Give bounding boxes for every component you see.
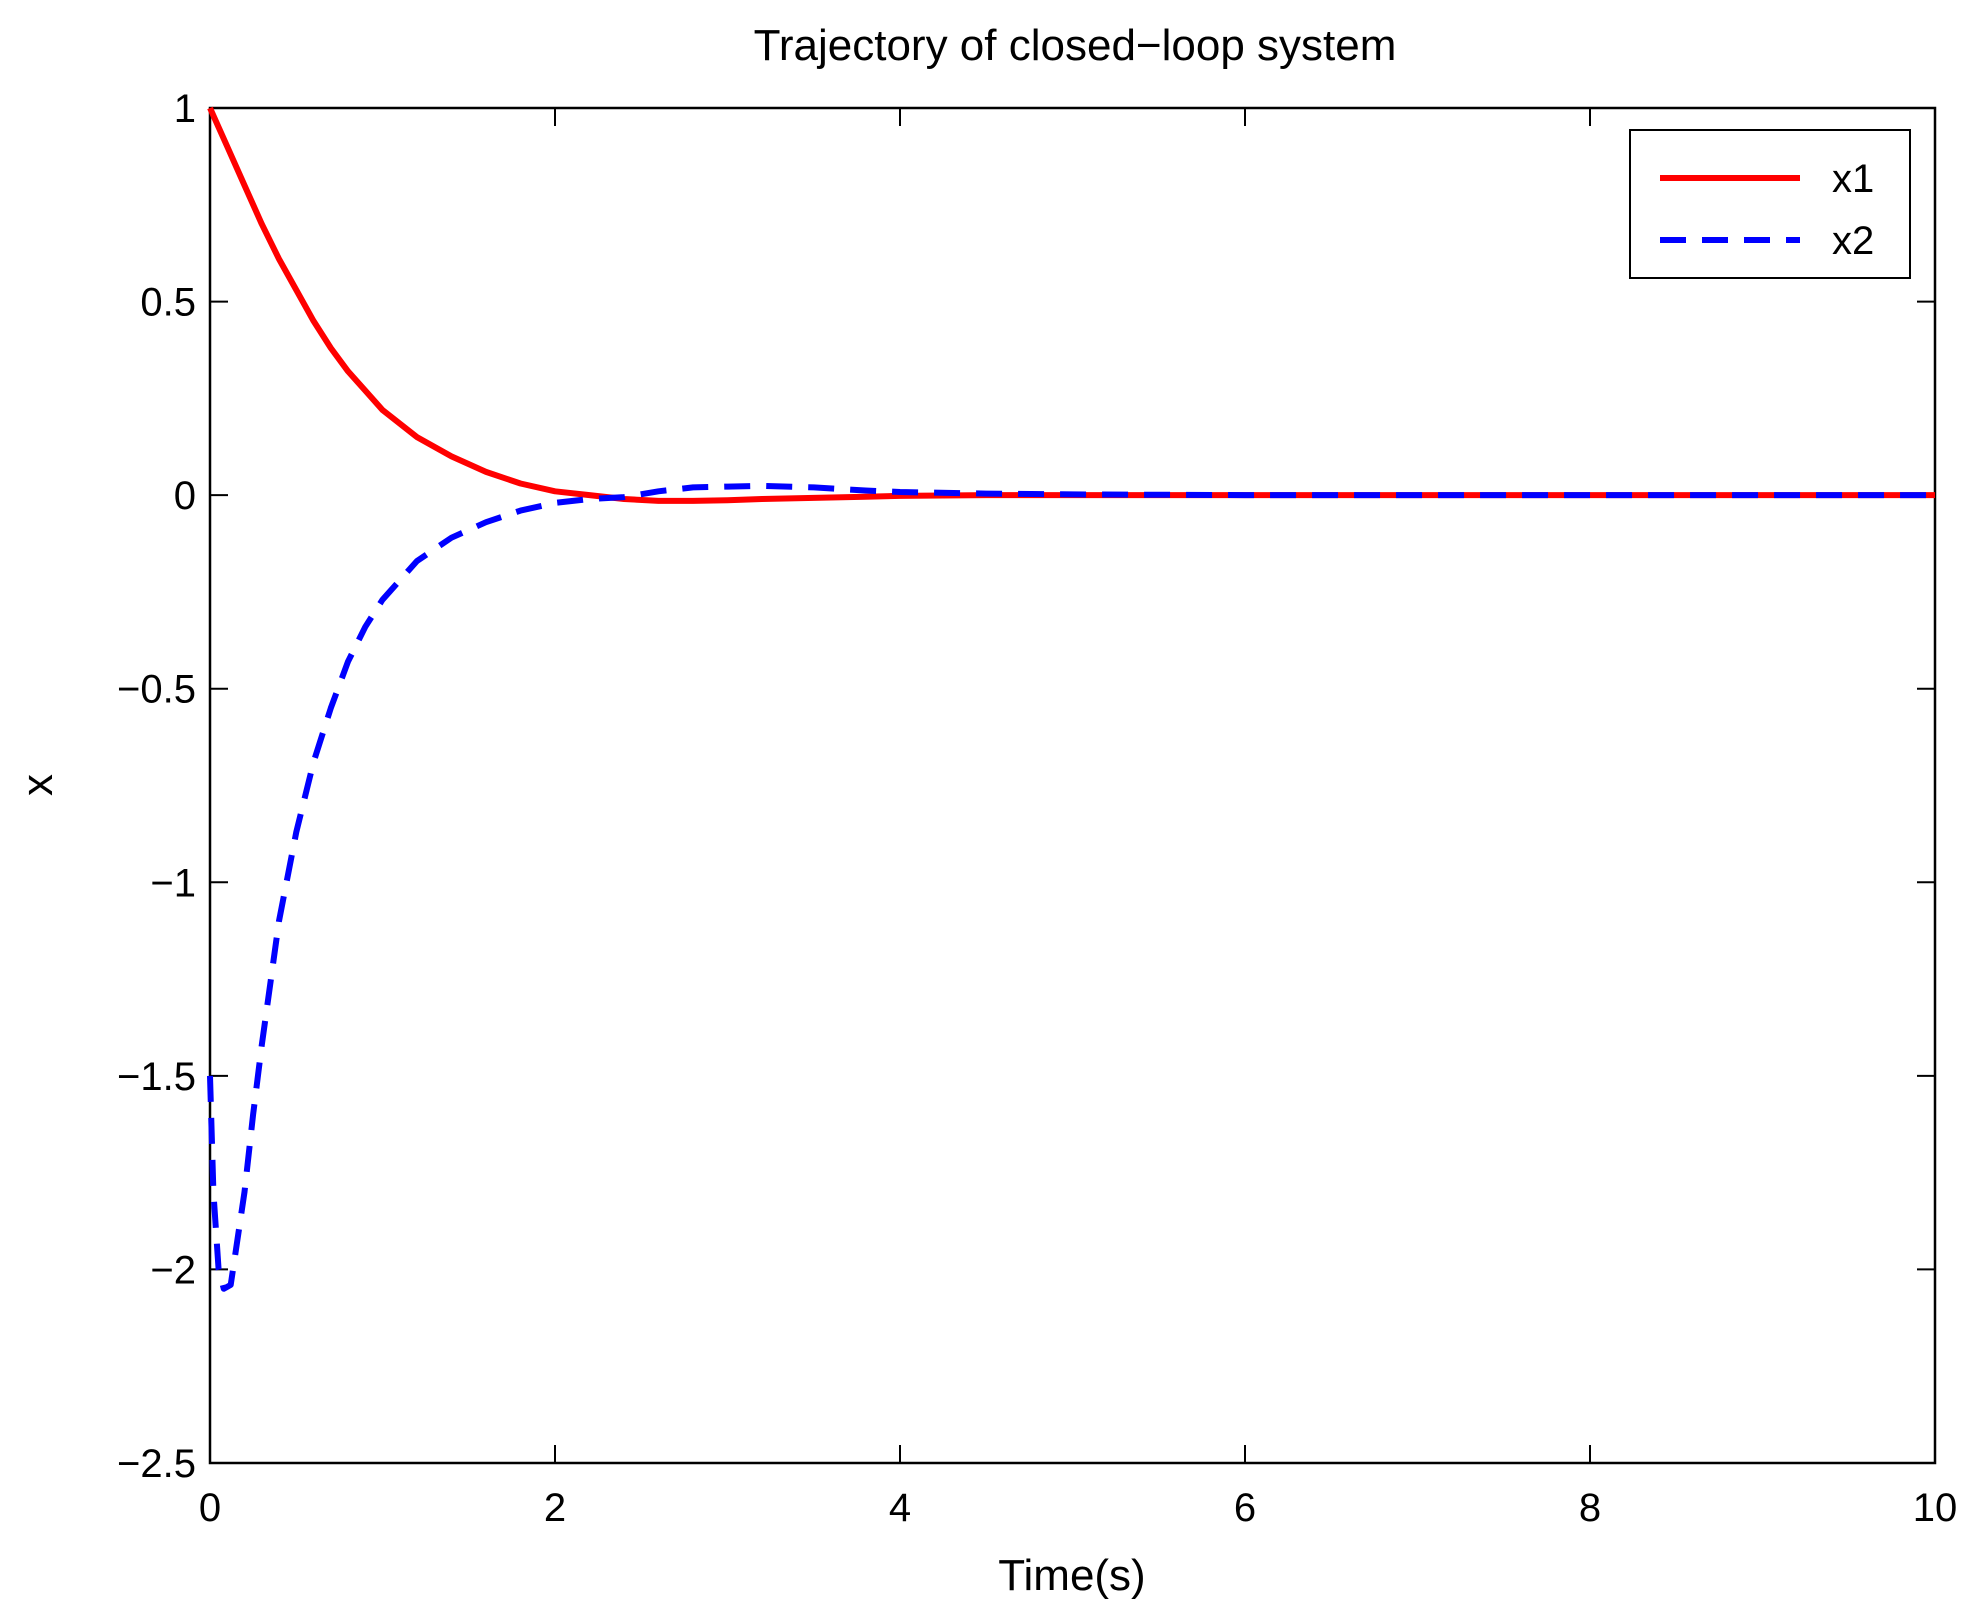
- legend-label-x2: x2: [1832, 219, 1874, 263]
- x-tick-label-4: 4: [889, 1486, 911, 1530]
- y-tick-label-1: 1: [174, 87, 196, 131]
- y-tick-label-2: −2: [150, 1248, 196, 1292]
- y-tick-label-1: −1: [150, 861, 196, 905]
- y-tick-label-1-5: −1.5: [117, 1055, 196, 1099]
- plot-area: [208, 106, 1937, 1465]
- y-tick-label-0-5: −0.5: [117, 668, 196, 712]
- x-tick-label-6: 6: [1234, 1486, 1256, 1530]
- series-line-x2: [207, 482, 1935, 1292]
- y-axis-title: x: [13, 774, 62, 796]
- legend-label-x1: x1: [1832, 157, 1874, 201]
- x-tick-label-0: 0: [199, 1486, 221, 1530]
- x-tick-label-10: 10: [1913, 1486, 1958, 1530]
- y-tick-label-2-5: −2.5: [117, 1442, 196, 1486]
- series-line-x1: [207, 106, 1935, 504]
- legend-box: [1629, 129, 1911, 279]
- chart-title: Trajectory of closed−loop system: [754, 21, 1397, 70]
- y-axis: 1 0.5 0 −0.5 −1 −1.5 −2 −2.5: [117, 87, 1935, 1486]
- y-tick-label-0: 0: [174, 474, 196, 518]
- x-axis-title: Time(s): [998, 1551, 1145, 1600]
- legend: x1 x2: [1629, 129, 1911, 279]
- y-tick-label-0-5: 0.5: [140, 281, 196, 325]
- series-layer: [207, 106, 1935, 1292]
- x-tick-label-2: 2: [544, 1486, 566, 1530]
- x-axis: 0 2 4 6 8 10: [199, 108, 1957, 1530]
- x-tick-label-8: 8: [1579, 1486, 1601, 1530]
